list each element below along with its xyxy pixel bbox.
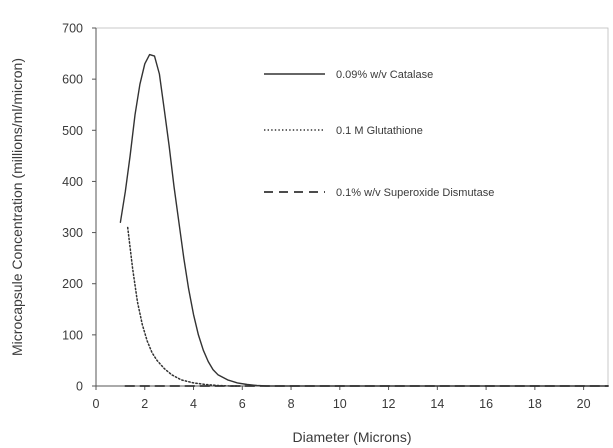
- legend: 0.09% w/v Catalase 0.1 M Glutathione 0.1% …: [264, 69, 494, 199]
- y-ticks: 0 100 200 300 400 500 600 700: [62, 22, 96, 394]
- y-tick-label: 200: [62, 277, 83, 291]
- x-ticks: 0 2 4 6 8 10 12 14 16 18 20: [93, 386, 591, 411]
- y-tick-label: 500: [62, 124, 83, 138]
- y-tick-label: 400: [62, 175, 83, 189]
- x-tick-label: 14: [430, 397, 444, 411]
- y-tick-label: 600: [62, 73, 83, 87]
- series-layer: [119, 53, 609, 387]
- legend-label: 0.09% w/v Catalase: [336, 69, 433, 81]
- series-line-dotted: [126, 226, 244, 387]
- y-tick-label: 300: [62, 226, 83, 240]
- plot-frame: [95, 27, 609, 387]
- x-tick-label: 2: [141, 397, 148, 411]
- x-tick-label: 16: [479, 397, 493, 411]
- x-tick-label: 10: [333, 397, 347, 411]
- legend-label: 0.1% w/v Superoxide Dismutase: [336, 187, 494, 199]
- y-tick-label: 100: [62, 328, 83, 342]
- y-tick-label: 0: [76, 380, 83, 394]
- y-tick-label: 700: [62, 22, 83, 36]
- x-tick-label: 0: [93, 397, 100, 411]
- x-axis-title: Diameter (Microns): [292, 429, 411, 445]
- legend-label: 0.1 M Glutathione: [336, 125, 423, 137]
- x-tick-label: 12: [382, 397, 396, 411]
- series-line-solid: [119, 53, 609, 387]
- y-axis-title: Microcapsule Concentration (millions/ml/…: [9, 58, 25, 356]
- x-tick-label: 20: [577, 397, 591, 411]
- x-tick-label: 8: [288, 397, 295, 411]
- x-tick-label: 4: [190, 397, 197, 411]
- x-tick-label: 18: [528, 397, 542, 411]
- x-tick-label: 6: [239, 397, 246, 411]
